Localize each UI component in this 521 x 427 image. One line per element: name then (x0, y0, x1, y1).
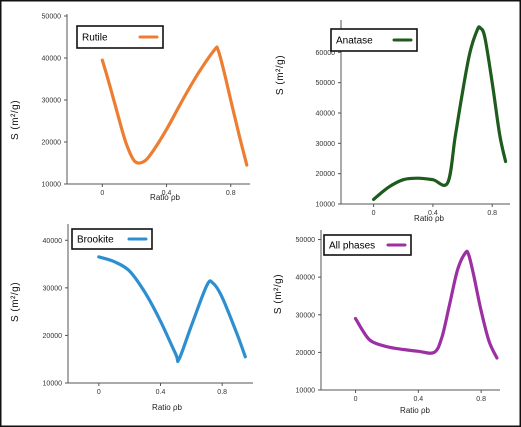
y-tick-label: 10000 (316, 202, 336, 209)
y-tick-label: 10000 (42, 182, 62, 189)
y-tick-label: 10000 (43, 381, 63, 388)
x-tick-label: 0 (97, 389, 101, 396)
x-axis-label: Ratio ρb (400, 406, 430, 415)
chart-panel-4: 10000 20000 30000 40000 50000 0 0.4 0.8 Ratio ρb… (273, 230, 500, 415)
y-tick-label: 30000 (296, 312, 316, 319)
chart-panel-3: 10000 20000 30000 40000 0 0.4 0.8 Ratio ρb S (m²… (10, 224, 253, 412)
x-tick-label: 0 (100, 190, 104, 197)
y-axis-label: S (m²/g) (10, 100, 21, 140)
x-axis-label: Ratio ρb (152, 403, 182, 412)
x-axis-label: Ratio ρb (150, 193, 180, 202)
series-line-rutile (100, 45, 249, 167)
x-tick-label: 0.8 (217, 389, 227, 396)
chart-panel-1: 10000 20000 30000 40000 50000 0 0.4 0.8 Ratio ρb… (10, 14, 250, 202)
series-line-brookite (97, 255, 247, 364)
x-tick-label: 0.4 (413, 396, 423, 403)
x-tick-label: 0.8 (476, 396, 486, 403)
y-tick-label: 20000 (296, 350, 316, 357)
y-tick-label: 20000 (316, 171, 336, 178)
y-tick-label: 50000 (42, 14, 62, 21)
legend-label: Brookite (77, 235, 114, 246)
y-axis-label: S (m²/g) (273, 274, 284, 314)
y-tick-label: 20000 (42, 140, 62, 147)
y-tick-label: 40000 (43, 238, 63, 245)
y-tick-label: 20000 (43, 333, 63, 340)
panels: 10000 20000 30000 40000 50000 0 0.4 0.8 Ratio ρb… (10, 14, 510, 415)
y-tick-label: 40000 (296, 275, 316, 282)
y-tick-label: 50000 (296, 237, 316, 244)
x-tick-label: 0.8 (487, 210, 497, 217)
x-tick-label: 0 (372, 210, 376, 217)
y-tick-label: 30000 (42, 98, 62, 105)
series-line-anatase (372, 25, 508, 201)
y-axis-label: S (m²/g) (10, 282, 21, 322)
y-tick-label: 10000 (296, 388, 316, 395)
legend-box (330, 28, 418, 52)
legend-box (71, 228, 153, 250)
y-tick-label: 50000 (316, 80, 336, 87)
y-tick-label: 30000 (316, 141, 336, 148)
legend-label: Rutile (82, 33, 108, 44)
legend-label: Anatase (336, 36, 373, 47)
legend-label: All phases (329, 241, 375, 252)
chart-panel-2: 10000 20000 30000 40000 50000 60000 0 0.4 0.8 Rat… (275, 20, 510, 223)
y-tick-label: 40000 (42, 56, 62, 63)
series-line-all-phases (353, 249, 499, 360)
legend-box (76, 25, 164, 49)
x-tick-label: 0.8 (226, 190, 236, 197)
y-tick-label: 30000 (43, 285, 63, 292)
legend-box (323, 234, 412, 256)
y-tick-label: 60000 (316, 50, 336, 57)
x-tick-label: 0.4 (156, 389, 166, 396)
y-tick-label: 40000 (316, 111, 336, 118)
x-tick-label: 0.4 (428, 210, 438, 217)
x-axis-label: Ratio ρb (414, 214, 444, 223)
x-tick-label: 0.4 (162, 190, 172, 197)
y-axis-label: S (m²/g) (275, 55, 286, 95)
x-tick-label: 0 (354, 396, 358, 403)
